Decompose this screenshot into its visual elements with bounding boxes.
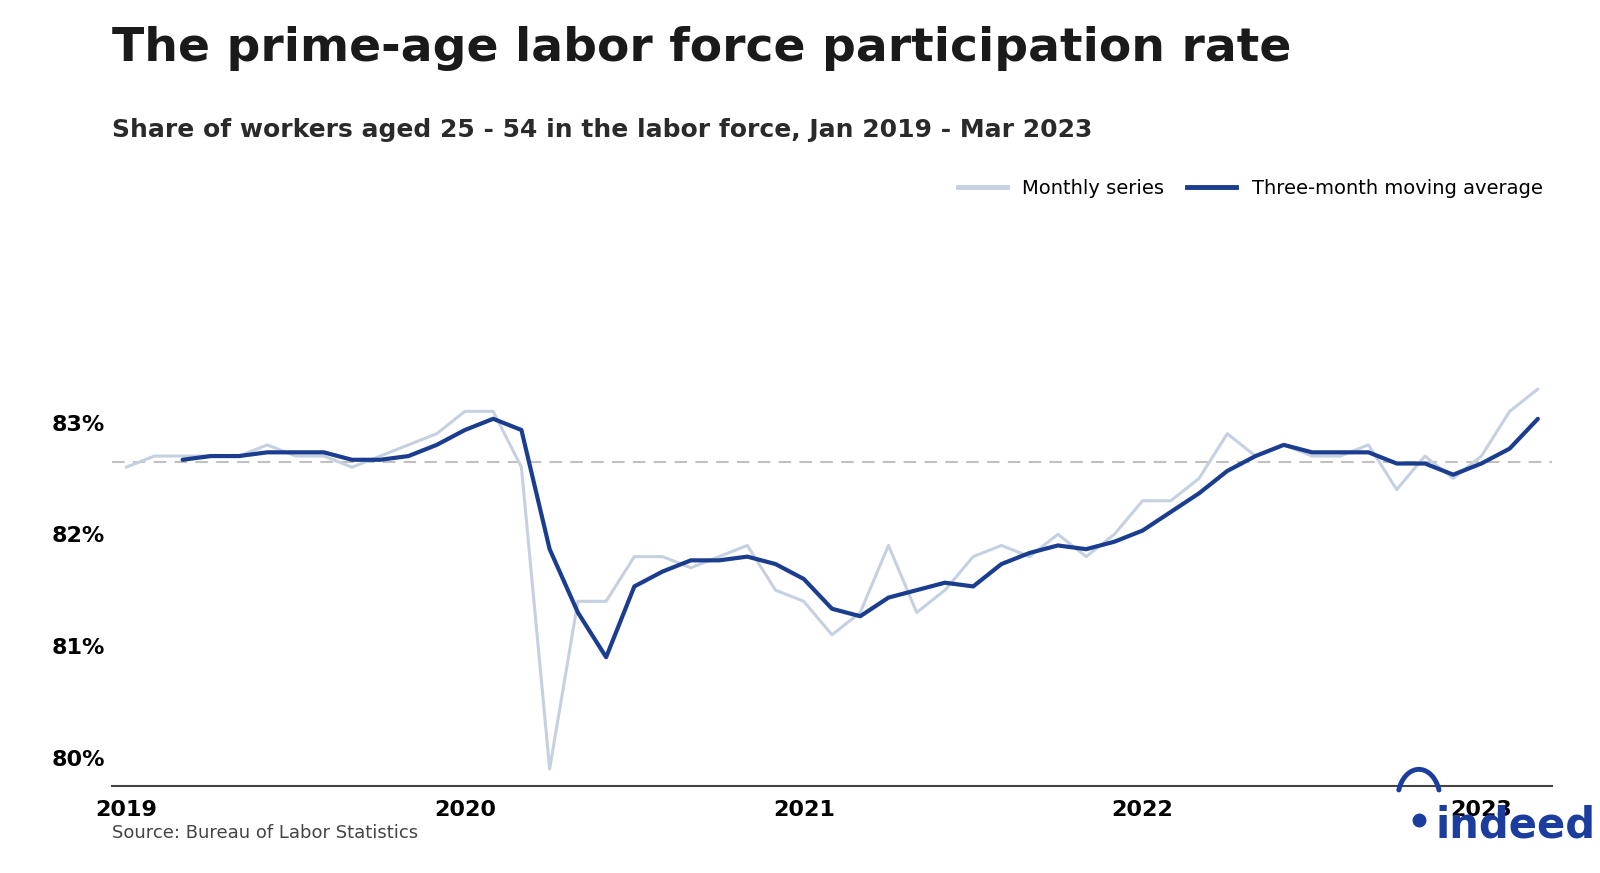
Text: The prime-age labor force participation rate: The prime-age labor force participation … xyxy=(112,26,1291,72)
Text: indeed: indeed xyxy=(1435,805,1595,847)
Text: Share of workers aged 25 - 54 in the labor force, Jan 2019 - Mar 2023: Share of workers aged 25 - 54 in the lab… xyxy=(112,118,1093,141)
Text: Source: Bureau of Labor Statistics: Source: Bureau of Labor Statistics xyxy=(112,824,418,842)
Legend: Monthly series, Three-month moving average: Monthly series, Three-month moving avera… xyxy=(950,171,1550,206)
